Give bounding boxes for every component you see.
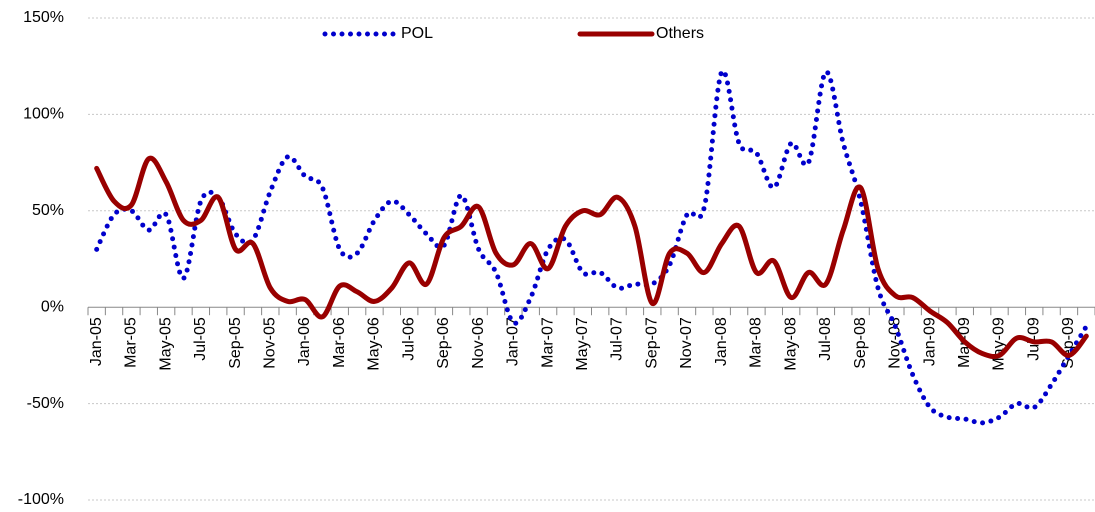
x-tick-label: May-08 xyxy=(782,317,799,370)
series-line xyxy=(94,68,1089,426)
x-tick-label: May-06 xyxy=(366,317,383,370)
x-tick-label: Mar-05 xyxy=(123,317,140,368)
x-tick-label: Mar-08 xyxy=(748,317,765,368)
x-tick-label: May-07 xyxy=(574,317,591,370)
x-tick-label: Sep-09 xyxy=(1060,317,1077,369)
x-tick-label: May-09 xyxy=(991,317,1008,370)
x-tick-label: Nov-05 xyxy=(262,317,279,369)
legend-label: POL xyxy=(401,25,433,42)
y-tick-label: 50% xyxy=(32,202,64,219)
x-tick-label: Jul-05 xyxy=(192,317,209,361)
x-tick-label: Nov-08 xyxy=(887,317,904,369)
x-tick-label: Jan-06 xyxy=(296,317,313,366)
y-tick-label: 0% xyxy=(41,298,64,315)
x-tick-label: Sep-07 xyxy=(643,317,660,369)
series-line xyxy=(94,155,1089,360)
x-tick-label: Jan-08 xyxy=(713,317,730,366)
x-tick-label: Mar-07 xyxy=(539,317,556,368)
x-tick-label: Jan-09 xyxy=(921,317,938,366)
y-tick-label: 100% xyxy=(23,106,64,123)
x-tick-label: Nov-06 xyxy=(470,317,487,369)
x-tick-label: Jul-07 xyxy=(609,317,626,361)
x-tick-label: Jul-09 xyxy=(1025,317,1042,361)
legend-label: Others xyxy=(656,25,704,42)
x-tick-label: Nov-07 xyxy=(678,317,695,369)
x-tick-label: Sep-08 xyxy=(852,317,869,369)
y-tick-label: -50% xyxy=(27,395,64,412)
x-tick-label: Mar-06 xyxy=(331,317,348,368)
x-tick-label: Sep-05 xyxy=(227,317,244,369)
y-tick-label: -100% xyxy=(18,491,64,508)
x-tick-label: Jul-06 xyxy=(400,317,417,361)
x-tick-label: Jan-07 xyxy=(505,317,522,366)
x-tick-label: Jul-08 xyxy=(817,317,834,361)
x-tick-label: Jan-05 xyxy=(88,317,105,366)
x-tick-label: Sep-06 xyxy=(435,317,452,369)
x-tick-label: May-05 xyxy=(157,317,174,370)
y-tick-label: 150% xyxy=(23,9,64,26)
